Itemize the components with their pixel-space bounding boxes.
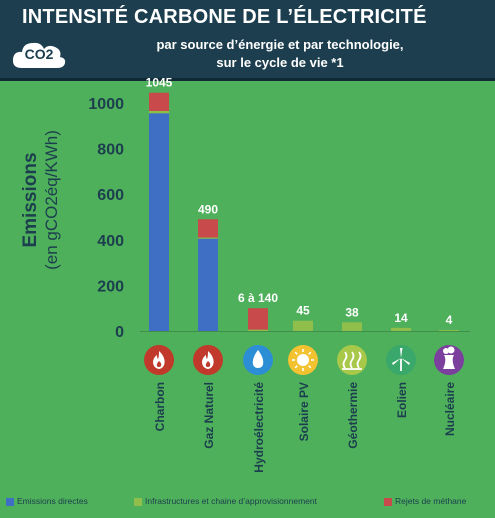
legend: Emissions directes Infrastructures et cha… [6,496,491,512]
title-banner: INTENSITÉ CARBONE DE L’ÉLECTRICITÉ CO2 p… [0,0,495,81]
category-label: Charbon [153,382,167,431]
bar-segment-charbon-2 [149,92,169,111]
category-label: Géothermie [346,382,360,449]
bar-segment-charbon-0 [149,113,169,331]
cooling-tower-icon [434,345,464,375]
bar-segment-solairepv-1 [293,320,313,331]
y-tick-label: 800 [97,142,124,159]
bar-value-label: 490 [198,202,218,216]
bar-value-label: 6 à 140 [238,291,278,305]
bar-segment-gothermie-1 [342,322,362,331]
sun-icon [288,345,318,375]
bar-segment-gaznaturel-1 [198,237,218,239]
flame-icon [193,345,223,375]
legend-swatch [384,497,392,506]
bar-segment-gaznaturel-2 [198,219,218,238]
bar-value-label: 38 [345,305,359,319]
category-label: Nucléaire [443,382,457,436]
bar-value-label: 14 [394,311,408,325]
co2-badge-text: CO2 [24,46,54,62]
y-tick-label: 1000 [88,96,124,113]
category-label: Gaz Naturel [202,382,216,449]
bar-value-label: 1045 [146,76,173,90]
legend-item: Infrastructures et chaine d’approvisionn… [134,496,317,506]
co2-cloud-icon: CO2 [10,38,68,70]
geothermal-icon [337,345,367,375]
y-tick-label: 400 [97,233,124,250]
bar-value-label: 4 [446,313,453,327]
legend-item: Emissions directes [6,496,88,506]
bar-segment-gaznaturel-0 [198,238,218,331]
wind-turbine-icon [386,345,416,375]
y-tick-label: 600 [97,187,124,204]
subtitle-line-1: par source d’énergie et par technologie, [156,37,404,52]
bar-segment-eolien-1 [391,327,411,331]
legend-label: Rejets de méthane [395,496,467,506]
bar-segment-charbon-1 [149,110,169,114]
bar-segment-hydrolectricit-2 [248,308,268,330]
legend-item: Rejets de méthane [384,496,466,506]
water-drop-icon [243,345,273,375]
y-tick-label: 200 [97,278,124,295]
legend-label: Emissions directes [17,496,88,506]
chart-title: INTENSITÉ CARBONE DE L’ÉLECTRICITÉ [22,6,427,28]
category-label: Hydroélectricité [252,382,266,473]
bar-segment-nuclaire-1 [439,330,459,331]
subtitle-line-2: sur le cycle de vie *1 [216,55,344,70]
legend-label: Infrastructures et chaine d’approvisionn… [145,496,317,506]
category-label: Solaire PV [297,382,311,441]
chart-subtitle: par source d’énergie et par technologie,… [100,36,460,72]
legend-swatch [6,497,14,506]
category-label: Eolien [395,382,409,418]
legend-swatch [134,497,142,506]
bar-value-label: 45 [296,304,310,318]
y-tick-label: 0 [115,324,124,341]
flame-icon [144,345,174,375]
bar-segment-hydrolectricit-1 [248,329,268,331]
